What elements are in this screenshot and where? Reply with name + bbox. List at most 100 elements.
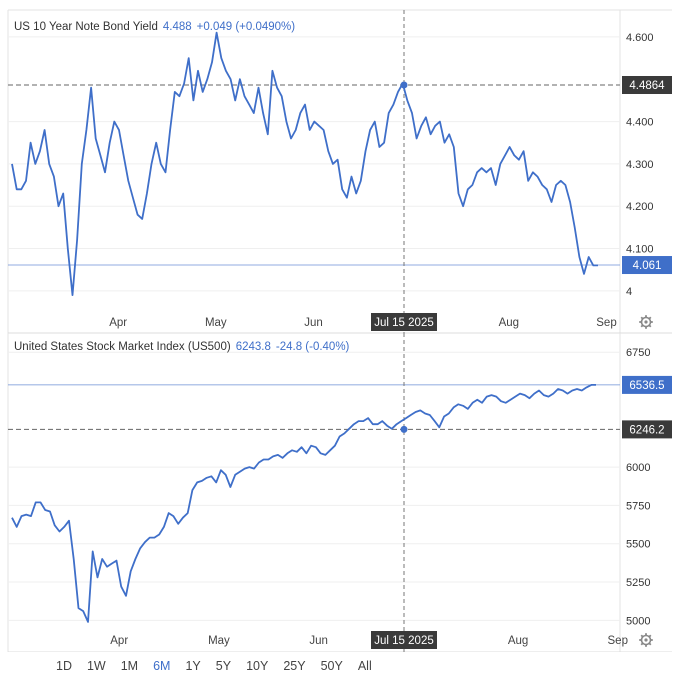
data-point	[267, 459, 269, 461]
data-point	[276, 87, 278, 89]
data-point	[523, 150, 525, 152]
data-point	[76, 239, 78, 241]
data-point	[305, 452, 307, 454]
range-button-1m[interactable]: 1M	[120, 659, 139, 673]
data-point	[30, 515, 32, 517]
crosshair-date-label: Jul 15 2025	[374, 317, 433, 329]
data-point	[499, 163, 501, 165]
last-value-label: 4.061	[633, 260, 662, 272]
data-point	[151, 163, 153, 165]
data-point	[490, 167, 492, 169]
range-button-1y[interactable]: 1Y	[185, 659, 201, 673]
data-point	[120, 586, 122, 588]
crosshair-date-label: Jul 15 2025	[374, 635, 433, 647]
data-point	[476, 171, 478, 173]
range-button-10y[interactable]: 10Y	[246, 659, 269, 673]
data-point	[334, 445, 336, 447]
data-point	[576, 388, 578, 390]
data-point	[406, 99, 408, 101]
data-point	[127, 180, 129, 182]
range-button-all[interactable]: All	[357, 659, 372, 673]
data-point	[529, 397, 531, 399]
data-point	[425, 116, 427, 118]
range-button-6m[interactable]: 6M	[153, 659, 171, 673]
data-point	[134, 558, 136, 560]
data-point	[137, 214, 139, 216]
data-point	[320, 452, 322, 454]
data-point	[353, 423, 355, 425]
data-point	[481, 402, 483, 404]
data-point	[123, 154, 125, 156]
crosshair-value-label: 4.4864	[629, 80, 665, 92]
data-point	[282, 457, 284, 459]
data-point	[163, 526, 165, 528]
data-point	[30, 142, 32, 144]
data-point	[229, 486, 231, 488]
data-point	[574, 226, 576, 228]
data-point	[244, 95, 246, 97]
data-point	[191, 489, 193, 491]
x-tick-label: Aug	[499, 317, 519, 329]
data-point	[324, 454, 326, 456]
data-point	[16, 526, 18, 528]
series-line	[11, 384, 596, 623]
crosshair-value-tag	[622, 76, 672, 95]
range-button-1d[interactable]: 1D	[56, 659, 72, 673]
header-value: 4.488	[163, 21, 192, 33]
data-point	[196, 481, 198, 483]
data-point	[358, 420, 360, 422]
y-tick-label: 5500	[626, 539, 650, 551]
range-button-50y[interactable]: 50Y	[320, 659, 343, 673]
data-point	[125, 595, 127, 597]
range-button-5y[interactable]: 5Y	[215, 659, 232, 673]
data-point	[188, 57, 190, 59]
data-point	[309, 129, 311, 131]
data-point	[187, 512, 189, 514]
data-point	[40, 501, 42, 503]
data-point	[396, 423, 398, 425]
data-point	[35, 501, 37, 503]
data-point	[220, 57, 222, 59]
crosshair-point	[400, 425, 408, 433]
data-point	[448, 413, 450, 415]
range-button-25y[interactable]: 25Y	[283, 659, 306, 673]
data-point	[111, 563, 113, 565]
data-point	[332, 163, 334, 165]
data-point	[595, 384, 597, 386]
data-point	[355, 193, 357, 195]
data-point	[34, 163, 36, 165]
data-point	[144, 541, 146, 543]
data-point	[538, 390, 540, 392]
data-point	[457, 403, 459, 405]
data-point	[420, 125, 422, 127]
last-value-label: 6536.5	[629, 380, 664, 392]
data-point	[462, 405, 464, 407]
data-point	[348, 428, 350, 430]
data-point	[59, 531, 61, 533]
crosshair-value-tag	[622, 420, 672, 439]
gear-icon[interactable]	[639, 315, 653, 329]
x-tick-label: Jun	[304, 317, 323, 329]
data-point	[272, 455, 274, 457]
data-point	[555, 184, 557, 186]
data-point	[158, 534, 160, 536]
data-point	[485, 171, 487, 173]
data-point	[372, 423, 374, 425]
data-point	[323, 129, 325, 131]
data-point	[360, 180, 362, 182]
x-tick-label: May	[208, 635, 230, 647]
data-point	[11, 517, 13, 519]
data-point	[262, 112, 264, 114]
range-button-1w[interactable]: 1W	[86, 659, 106, 673]
data-point	[258, 87, 260, 89]
data-point	[543, 394, 545, 396]
data-point	[295, 129, 297, 131]
data-point	[411, 112, 413, 114]
data-point	[430, 133, 432, 135]
header-value: 6243.8	[236, 341, 271, 353]
gear-icon[interactable]	[639, 633, 653, 647]
data-point	[97, 576, 99, 578]
data-point	[174, 91, 176, 93]
y-tick-label: 4.400	[626, 117, 654, 129]
data-point	[378, 146, 380, 148]
